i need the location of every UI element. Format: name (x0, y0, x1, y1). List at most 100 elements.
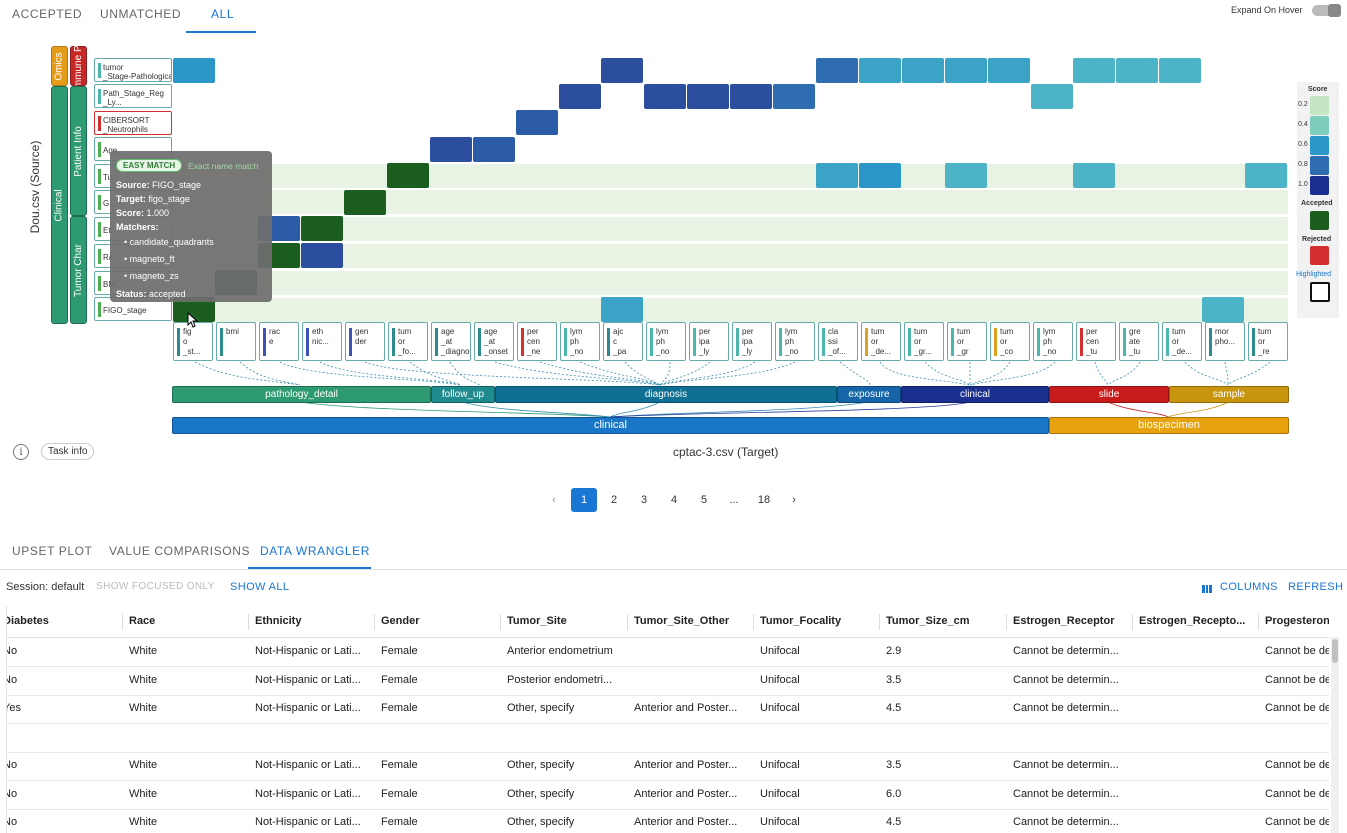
group-immune[interactable]: Immune Pr (70, 42, 87, 90)
table-cell[interactable]: Female (381, 759, 418, 771)
column-separator[interactable] (1006, 614, 1007, 630)
group-clinical[interactable]: Clinical (51, 86, 68, 324)
table-cell[interactable]: Cannot be determin... (1013, 673, 1119, 686)
target-column-16[interactable]: tum or _de... (861, 322, 901, 361)
table-cell[interactable]: Other, specify (507, 702, 575, 714)
table-row[interactable] (7, 781, 1329, 810)
table-row[interactable] (7, 695, 1329, 724)
target-column-20[interactable]: lym ph _no (1033, 322, 1073, 361)
column-header[interactable]: Tumor_Site (507, 615, 567, 627)
table-cell[interactable]: Not-Hispanic or Lati... (255, 702, 361, 714)
match-cell[interactable] (945, 58, 987, 83)
table-cell[interactable]: Cannot be de (1265, 759, 1329, 771)
tab-upset-plot[interactable]: UPSET PLOT (12, 544, 93, 558)
table-cell[interactable]: No (7, 759, 18, 771)
table-cell[interactable]: Not-Hispanic or Lati... (255, 816, 361, 828)
match-cell[interactable] (730, 84, 772, 109)
table-cell[interactable]: Cannot be determin... (1013, 787, 1119, 800)
table-cell[interactable]: 6.0 (886, 787, 902, 800)
target-group-slide[interactable]: slide (1049, 386, 1169, 403)
target-group-exposure[interactable]: exposure (837, 386, 901, 403)
match-cell[interactable] (859, 58, 901, 83)
target-group-follow-up[interactable]: follow_up (431, 386, 495, 403)
table-cell[interactable]: 4.5 (886, 702, 902, 714)
column-separator[interactable] (879, 614, 880, 630)
table-cell[interactable]: Anterior and Poster... (634, 816, 738, 828)
target-column-24[interactable]: mor pho... (1205, 322, 1245, 361)
table-cell[interactable]: Cannot be de (1265, 673, 1329, 686)
target-column-19[interactable]: tum or _co (990, 322, 1030, 361)
table-row[interactable] (7, 638, 1329, 667)
table-cell[interactable]: 3.5 (886, 673, 902, 686)
table-row[interactable] (7, 667, 1329, 696)
target-group-pathology-detail[interactable]: pathology_detail (172, 386, 431, 403)
pagination-next-icon[interactable]: › (792, 494, 796, 506)
column-header[interactable]: Estrogen_Recepto... (1139, 615, 1246, 627)
columns-button[interactable]: COLUMNS (1220, 581, 1278, 593)
table-cell[interactable]: Not-Hispanic or Lati... (255, 645, 361, 657)
scrollbar-thumb[interactable] (1332, 639, 1338, 663)
match-cell[interactable] (1031, 84, 1073, 109)
source-column-1[interactable]: Path_Stage_Reg _Ly... (94, 84, 172, 108)
table-cell[interactable]: Not-Hispanic or Lati... (255, 673, 361, 686)
match-cell[interactable] (601, 58, 643, 83)
target-column-17[interactable]: tum or _gr... (904, 322, 944, 361)
match-cell[interactable] (387, 163, 429, 188)
table-cell[interactable]: White (129, 702, 158, 714)
match-cell[interactable] (1073, 163, 1115, 188)
column-header[interactable]: Ethnicity (255, 615, 302, 627)
match-cell[interactable] (1116, 58, 1158, 83)
table-cell[interactable]: White (129, 816, 158, 828)
table-cell[interactable]: White (129, 787, 158, 800)
tab-unmatched[interactable]: UNMATCHED (100, 7, 182, 21)
match-cell[interactable] (1159, 58, 1201, 83)
column-header[interactable]: Progesterone_ (1265, 615, 1329, 627)
match-cell[interactable] (344, 190, 386, 215)
target-column-3[interactable]: eth nic... (302, 322, 342, 361)
match-cell[interactable] (473, 137, 515, 162)
target-column-0[interactable]: fig o _st... (173, 322, 213, 361)
group-tumor-char[interactable]: Tumor Char (70, 216, 87, 324)
table-cell[interactable]: No (7, 816, 18, 828)
target-group-diagnosis[interactable]: diagnosis (495, 386, 837, 403)
target-supergroup-clinical[interactable]: clinical (172, 417, 1049, 434)
target-column-4[interactable]: gen der (345, 322, 385, 361)
table-cell[interactable]: Unifocal (760, 645, 800, 657)
match-cell[interactable] (816, 58, 858, 83)
column-header[interactable]: Tumor_Site_Other (634, 615, 730, 627)
match-cell[interactable] (1073, 58, 1115, 83)
match-cell[interactable] (859, 163, 901, 188)
tab-data-wrangler[interactable]: DATA WRANGLER (260, 544, 371, 558)
table-row[interactable] (7, 724, 1329, 753)
table-cell[interactable]: Anterior and Poster... (634, 787, 738, 800)
target-column-10[interactable]: ajc c _pa (603, 322, 643, 361)
table-cell[interactable]: White (129, 673, 158, 686)
column-separator[interactable] (753, 614, 754, 630)
table-cell[interactable]: Female (381, 673, 418, 686)
table-cell[interactable]: Unifocal (760, 673, 800, 686)
table-cell[interactable]: Cannot be determin... (1013, 645, 1119, 657)
column-separator[interactable] (1258, 614, 1259, 630)
table-cell[interactable]: 2.9 (886, 645, 902, 657)
table-cell[interactable]: Anterior and Poster... (634, 759, 738, 771)
page-button-1[interactable]: 1 (571, 488, 597, 512)
column-header[interactable]: Tumor_Size_cm (886, 615, 970, 627)
match-cell[interactable] (301, 243, 343, 268)
column-separator[interactable] (500, 614, 501, 630)
table-cell[interactable]: Female (381, 645, 418, 657)
group-patient-info[interactable]: Patient Info (70, 86, 87, 216)
target-column-18[interactable]: tum or _gr (947, 322, 987, 361)
table-cell[interactable]: Cannot be de (1265, 816, 1329, 828)
table-cell[interactable]: Unifocal (760, 787, 800, 800)
target-column-14[interactable]: lym ph _no (775, 322, 815, 361)
page-button-2[interactable]: 2 (610, 494, 618, 506)
column-header[interactable]: Estrogen_Receptor (1013, 615, 1115, 627)
target-group-clinical[interactable]: clinical (901, 386, 1049, 403)
table-cell[interactable]: Other, specify (507, 759, 575, 771)
match-cell[interactable] (301, 216, 343, 241)
table-cell[interactable]: 4.5 (886, 816, 902, 828)
column-separator[interactable] (1132, 614, 1133, 630)
target-column-9[interactable]: lym ph _no (560, 322, 600, 361)
show-all-button[interactable]: SHOW ALL (230, 581, 290, 593)
match-cell[interactable] (773, 84, 815, 109)
